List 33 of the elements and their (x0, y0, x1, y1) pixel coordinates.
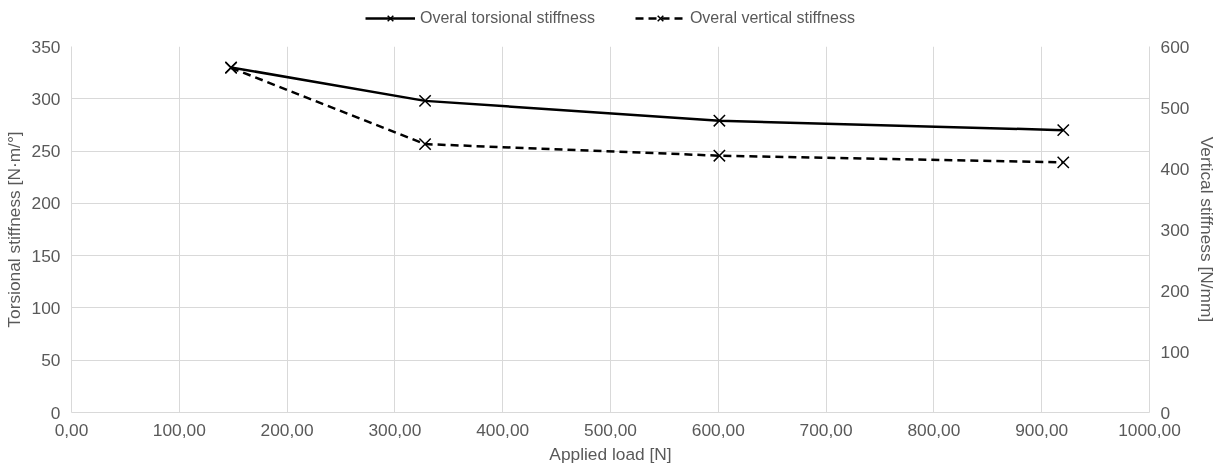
point (1056, 123, 1070, 137)
point (712, 149, 726, 163)
point (418, 94, 432, 108)
y-tick-label: 250 (31, 141, 61, 162)
y-tick-label: 50 (41, 350, 61, 371)
y-tick-label: 150 (31, 245, 61, 266)
y2-tick-label: 400 (1160, 158, 1190, 179)
x-tick-label: 200,00 (260, 419, 314, 440)
y2-tick-label: 100 (1160, 341, 1190, 362)
point (712, 114, 726, 128)
y-tick-label: 300 (31, 88, 61, 109)
x-tick-label: 300,00 (368, 419, 422, 440)
x-tick-label: 900,00 (1015, 419, 1069, 440)
x-tick-label: 500,00 (584, 419, 637, 440)
x-tick-label: 600,00 (691, 419, 745, 440)
y2-tick-label: 300 (1160, 219, 1190, 240)
y-tick-label: 350 (31, 36, 61, 57)
point (1056, 155, 1070, 169)
x-tick-label: 700,00 (799, 419, 853, 440)
y2-tick-label: 500 (1160, 97, 1190, 118)
legend-label: Overal torsional stiffness (420, 9, 595, 27)
y-axis-title: Torsional stiffness [N·m/°] (3, 131, 24, 328)
y2-axis-title: Vertical stiffness [N/mm] (1197, 136, 1218, 323)
y-tick-label: 100 (31, 297, 61, 318)
x-tick-label: 400,00 (476, 419, 530, 440)
legend-label: Overal vertical stiffness (689, 9, 855, 27)
x-tick-label: 800,00 (907, 419, 961, 440)
x-tick-label: 100,00 (152, 419, 206, 440)
x-axis-title: Applied load [N] (549, 443, 672, 464)
y2-tick-label: 600 (1160, 36, 1190, 57)
point (418, 137, 432, 151)
y2-tick-label: 200 (1160, 280, 1190, 301)
y-tick-label: 200 (31, 193, 61, 214)
